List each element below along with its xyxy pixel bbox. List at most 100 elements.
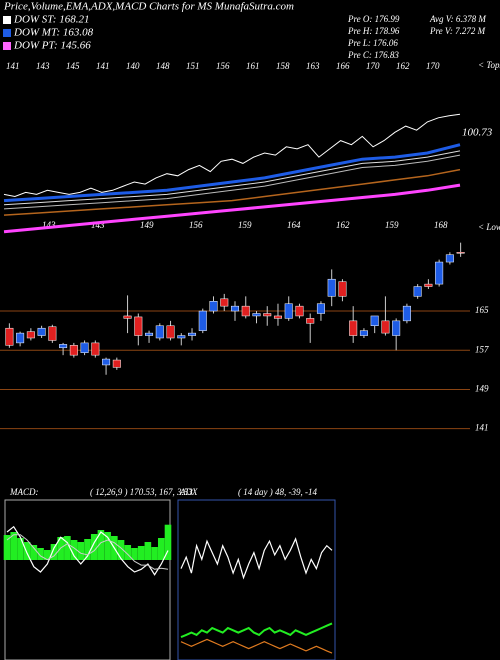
macd-hist-bar — [17, 538, 24, 560]
candle-body — [69, 345, 78, 356]
tops-label: 170 — [366, 61, 380, 71]
candle-body — [134, 316, 143, 336]
end-label: 100.73 — [462, 127, 493, 139]
ema-line — [3, 143, 461, 203]
macd-hist-bar — [64, 536, 71, 560]
macd-hist-bar — [70, 540, 78, 560]
adx-line — [180, 638, 333, 654]
tops-label: 166 — [336, 61, 350, 71]
lows-label: 156 — [189, 220, 203, 230]
legend-swatch — [3, 16, 11, 24]
candle-body — [80, 342, 89, 353]
lows-label: 159 — [238, 220, 252, 230]
candle-body — [198, 310, 207, 331]
y-tick-label: 157 — [475, 344, 489, 354]
legend-label: DOW MT: 163.08 — [13, 27, 94, 39]
candle-body — [295, 305, 304, 317]
macd-hist-bar — [37, 548, 44, 560]
candle-body — [220, 298, 229, 307]
candle-body — [188, 332, 197, 336]
lows-marker: < Lows — [478, 222, 500, 232]
lows-label: 143 — [91, 220, 105, 230]
macd-hist-bar — [104, 532, 111, 560]
adx-line — [180, 537, 333, 580]
macd-hist-bar — [97, 530, 105, 560]
macd-hist-bar — [151, 547, 158, 560]
tops-label: 141 — [96, 61, 110, 71]
candle-body — [456, 252, 465, 254]
macd-hist-bar — [131, 548, 138, 560]
candle-body — [48, 326, 57, 341]
candle-body — [155, 325, 164, 339]
tops-label: 156 — [216, 61, 230, 71]
candle-body — [112, 359, 121, 368]
candle-body — [424, 283, 433, 287]
macd-hist-bar — [43, 550, 51, 560]
macd-title: MACD: — [9, 487, 39, 497]
tops-label: 145 — [66, 61, 80, 71]
signal-line — [6, 534, 169, 570]
lows-label: 162 — [336, 220, 350, 230]
tops-label: 163 — [306, 61, 320, 71]
candle-body — [26, 331, 35, 339]
candle-body — [102, 358, 111, 366]
ema-line — [3, 168, 461, 216]
tops-label: 148 — [156, 61, 170, 71]
macd-hist-bar — [23, 542, 31, 560]
candle-body — [241, 305, 250, 317]
candle-body — [435, 261, 444, 285]
macd-panel — [4, 499, 171, 660]
macd-hist-bar — [30, 545, 38, 560]
candle-body — [177, 335, 186, 339]
tops-label: 158 — [276, 61, 290, 71]
adx-line — [180, 622, 333, 639]
candle-body — [284, 303, 293, 319]
macd-line — [6, 525, 169, 576]
ema-line — [3, 154, 461, 210]
lows-label: 164 — [287, 220, 301, 230]
stat-label: Pre O: 176.99 — [347, 14, 400, 24]
tops-label: 143 — [36, 61, 50, 71]
stat-label: Pre C: 176.83 — [347, 50, 399, 60]
stat-label: Pre H: 178.96 — [347, 26, 400, 36]
candle-body — [166, 325, 175, 339]
macd-hist-bar — [10, 532, 18, 560]
ema-line — [3, 113, 461, 198]
y-tick-label: 149 — [475, 384, 489, 394]
candle-body — [381, 320, 390, 334]
candle-body — [413, 286, 422, 297]
legend-swatch — [3, 29, 11, 37]
macd-hist-bar — [50, 544, 58, 560]
candle-body — [327, 278, 336, 297]
y-tick-label: 141 — [475, 423, 489, 433]
ema-line — [3, 183, 461, 234]
candle-body — [230, 305, 240, 312]
tops-label: 170 — [426, 61, 440, 71]
candle-body — [306, 318, 315, 324]
macd-hist-bar — [90, 534, 98, 560]
macd-hist-bar — [84, 539, 91, 560]
macd-hist-bar — [3, 535, 11, 560]
lows-label: 159 — [385, 220, 399, 230]
legend-swatch — [3, 42, 11, 50]
candle-body — [123, 315, 132, 319]
candle-body — [392, 320, 401, 336]
stat-label: Avg V: 6.378 M — [429, 14, 486, 24]
macd-hist-bar — [157, 538, 165, 560]
stat-label: Pre L: 176.06 — [347, 38, 398, 48]
macd-hist-bar — [124, 545, 132, 560]
candle-body — [359, 330, 368, 336]
macd-hist-bar — [137, 546, 145, 560]
tops-label: 162 — [396, 61, 410, 71]
lows-label: 149 — [140, 220, 154, 230]
macd-hist-bar — [144, 542, 152, 560]
tops-label: 151 — [186, 61, 200, 71]
tops-marker: < Tops — [478, 60, 500, 70]
candle-body — [91, 342, 100, 356]
candle-body — [349, 320, 358, 336]
candle-body — [445, 254, 454, 263]
tops-label: 161 — [246, 61, 260, 71]
macd-hist-bar — [164, 524, 172, 560]
lows-label: 143 — [42, 220, 56, 230]
